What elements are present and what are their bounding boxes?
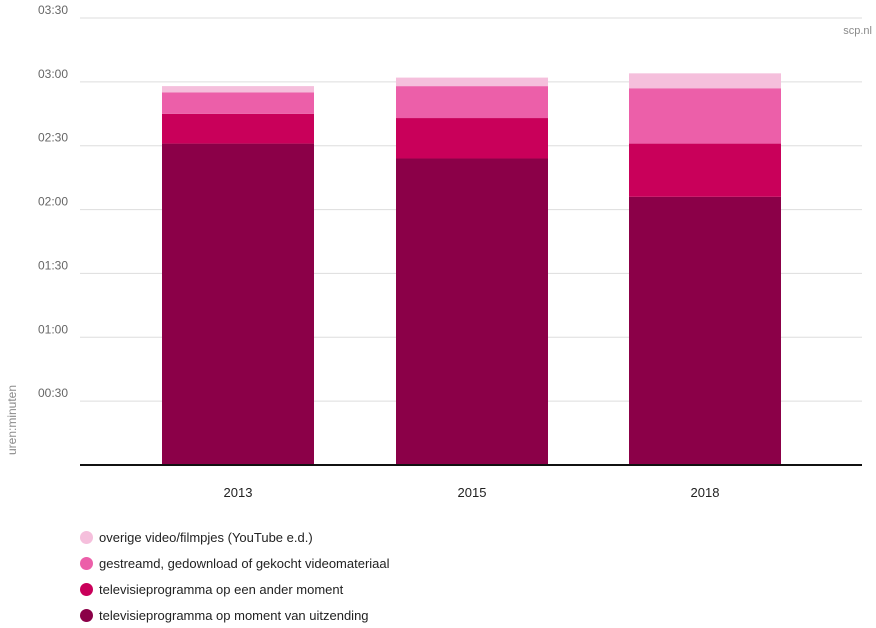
legend-label: gestreamd, gedownload of gekocht videoma… xyxy=(99,555,390,571)
stacked-bar-chart: 00:30 01:00 01:30 02:00 02:30 03:00 03:30 2013… xyxy=(5,3,872,500)
legend-item: overige video/filmpjes (YouTube e.d.) xyxy=(80,524,390,550)
bar-segment xyxy=(162,143,314,466)
bar-segment xyxy=(396,77,548,87)
legend-swatch xyxy=(80,608,93,622)
bar-segment xyxy=(629,143,781,197)
bar-segment xyxy=(396,158,548,465)
legend-label: televisieprogramma op een ander moment xyxy=(99,581,344,597)
y-tick-label: 03:00 xyxy=(38,67,68,81)
legend-label: overige video/filmpjes (YouTube e.d.) xyxy=(99,529,313,545)
x-tick-labels: 2013 2015 2018 xyxy=(224,485,720,500)
legend-swatch xyxy=(80,530,93,544)
x-tick-label: 2015 xyxy=(458,485,487,500)
x-tick-label: 2013 xyxy=(224,485,253,500)
bar-segment xyxy=(162,92,314,114)
bar-segment xyxy=(162,113,314,144)
y-tick-label: 03:30 xyxy=(38,3,68,17)
legend-item: televisieprogramma op een ander moment xyxy=(80,576,390,602)
bar-segment xyxy=(162,86,314,93)
legend-label: televisieprogramma op moment van uitzend… xyxy=(99,607,369,623)
bar-segment xyxy=(629,73,781,89)
legend-swatch xyxy=(80,556,93,570)
y-tick-label: 01:00 xyxy=(38,322,68,336)
bar-segment xyxy=(629,88,781,144)
y-tick-label: 02:00 xyxy=(38,195,68,209)
source-label: scp.nl xyxy=(843,25,872,37)
bar-segment xyxy=(396,118,548,159)
y-tick-label: 02:30 xyxy=(38,131,68,145)
legend: overige video/filmpjes (YouTube e.d.) ges… xyxy=(80,524,390,628)
legend-swatch xyxy=(80,582,93,596)
y-tick-label: 01:30 xyxy=(38,258,68,272)
bars xyxy=(162,73,781,466)
y-axis-label: uren:minuten xyxy=(5,385,19,455)
x-tick-label: 2018 xyxy=(691,485,720,500)
bar-segment xyxy=(396,86,548,119)
legend-item: gestreamd, gedownload of gekocht videoma… xyxy=(80,550,390,576)
y-tick-labels: 00:30 01:00 01:30 02:00 02:30 03:00 03:30 xyxy=(38,3,68,400)
bar-segment xyxy=(629,196,781,466)
legend-item: televisieprogramma op moment van uitzend… xyxy=(80,602,390,628)
y-tick-label: 00:30 xyxy=(38,386,68,400)
